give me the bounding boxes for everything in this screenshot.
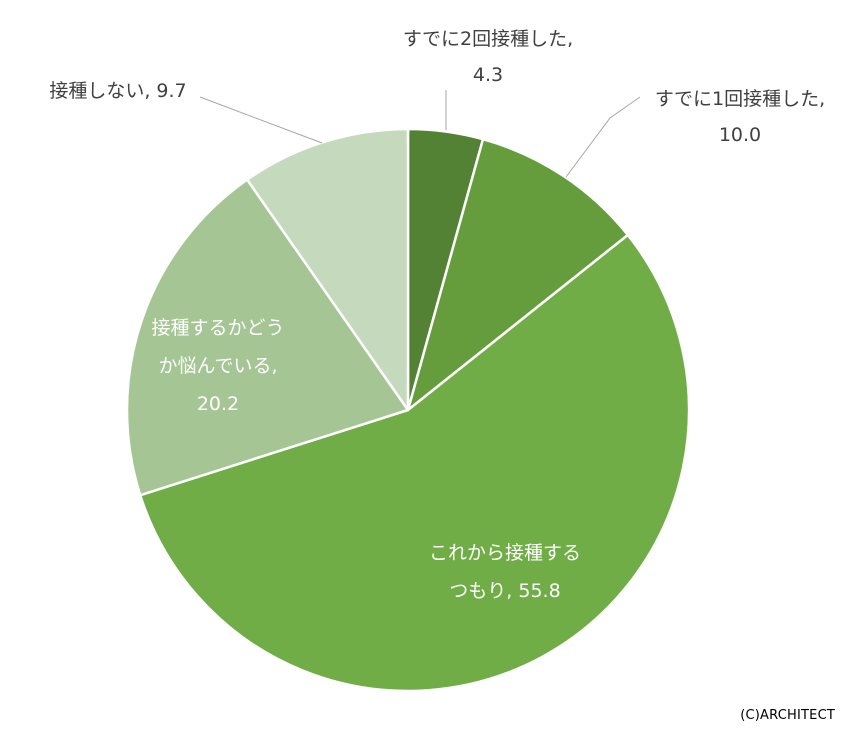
data-label: これから接種するつもり, 55.8: [429, 542, 581, 602]
data-label-line: 4.3: [473, 64, 503, 86]
data-label: すでに2回接種した, 4.3: [403, 28, 573, 86]
data-label-line: 接種するかどう: [151, 317, 284, 339]
data-label-line: これから接種する: [429, 542, 581, 564]
data-label-line: か悩んでいる,: [158, 355, 277, 377]
pie-slice: [138, 233, 691, 693]
data-label-line: 接種しない, 9.7: [49, 80, 186, 102]
data-label-line: すでに1回接種した,: [655, 88, 825, 110]
data-label: すでに1回接種した, 10.0: [655, 88, 825, 146]
pie-slice: [125, 178, 410, 497]
copyright-text: (C)ARCHITECT: [740, 708, 835, 723]
data-label-line: 20.2: [197, 393, 239, 415]
leader-lines-layer: [199, 90, 641, 178]
pie-slice: [406, 137, 630, 412]
data-label: 接種しない, 9.7: [49, 80, 186, 102]
data-label-line: 10.0: [719, 124, 761, 146]
slices-layer: [125, 127, 691, 693]
labels-layer: すでに2回接種した, 4.3 すでに1回接種した, 10.0 これから接種するつもり, …: [49, 28, 825, 602]
pie-slice: [245, 127, 410, 412]
leader-line: [565, 96, 641, 178]
data-label-line: すでに2回接種した,: [403, 28, 573, 50]
leader-line: [199, 96, 323, 144]
data-label-line: つもり, 55.8: [449, 580, 560, 602]
data-label: 接種するかどうか悩んでいる, 20.2: [151, 317, 284, 415]
